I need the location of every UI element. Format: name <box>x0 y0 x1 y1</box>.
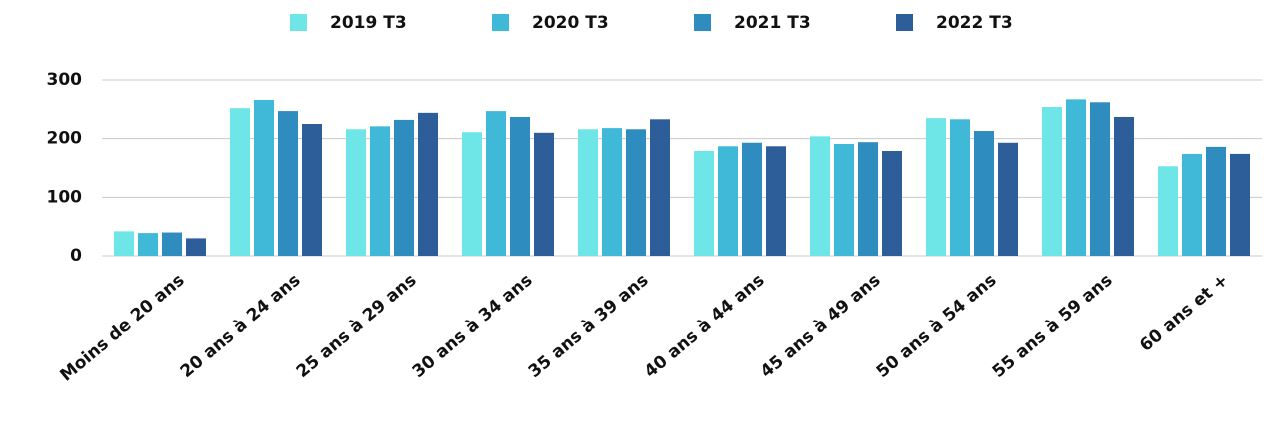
bar <box>858 142 878 256</box>
bar <box>626 129 646 256</box>
bar <box>694 151 714 256</box>
bar <box>882 151 902 256</box>
bar <box>742 143 762 256</box>
x-tick-label: 25 ans à 29 ans <box>293 270 421 382</box>
y-tick-label: 200 <box>47 129 83 149</box>
x-tick-label: 30 ans à 34 ans <box>409 270 537 382</box>
legend-swatch <box>694 14 711 31</box>
legend-swatch <box>492 14 509 31</box>
bar <box>510 117 530 256</box>
bar <box>1206 147 1226 256</box>
bar <box>974 131 994 256</box>
y-tick-label: 100 <box>47 187 83 207</box>
x-tick-label: 35 ans à 39 ans <box>525 270 653 382</box>
bar <box>1158 166 1178 256</box>
x-tick-label: 60 ans et + <box>1136 270 1232 355</box>
legend-swatch <box>896 14 913 31</box>
bar <box>278 111 298 256</box>
legend-label: 2022 T3 <box>936 13 1013 33</box>
bar <box>950 119 970 256</box>
bar <box>718 146 738 256</box>
bar <box>998 143 1018 256</box>
bar <box>578 129 598 256</box>
y-tick-label: 300 <box>47 70 83 90</box>
x-tick-label: 20 ans à 24 ans <box>177 270 305 382</box>
bar <box>766 146 786 256</box>
bar <box>602 128 622 256</box>
bar <box>138 233 158 256</box>
x-tick-label: 40 ans à 44 ans <box>641 270 769 382</box>
bar <box>254 100 274 256</box>
y-tick-label: 0 <box>70 246 82 266</box>
bar <box>810 136 830 256</box>
bar <box>650 119 670 256</box>
bar <box>1066 99 1086 256</box>
bar <box>1114 117 1134 256</box>
legend-label: 2019 T3 <box>330 13 407 33</box>
x-tick-label: 55 ans à 59 ans <box>989 270 1117 382</box>
x-tick-label: 50 ans à 54 ans <box>873 270 1001 382</box>
bar <box>1230 154 1250 256</box>
bar <box>462 132 482 256</box>
bar <box>418 113 438 256</box>
bar <box>834 144 854 256</box>
legend-swatch <box>290 14 307 31</box>
bar <box>394 120 414 256</box>
bar <box>230 108 250 256</box>
legend-label: 2020 T3 <box>532 13 609 33</box>
legend-label: 2021 T3 <box>734 13 811 33</box>
bar <box>346 129 366 256</box>
x-tick-label: Moins de 20 ans <box>56 270 188 385</box>
bar <box>1042 107 1062 256</box>
bar <box>186 238 206 256</box>
bar <box>534 133 554 256</box>
x-tick-label: 45 ans à 49 ans <box>757 270 885 382</box>
chart: 0 100 200 300 2019 T3 2020 T3 2021 T3 2022 T3 Mo… <box>0 0 1273 434</box>
bar <box>1182 154 1202 256</box>
bar <box>114 231 134 256</box>
bar <box>486 111 506 256</box>
bar <box>1090 102 1110 256</box>
bar <box>370 126 390 256</box>
bar <box>926 118 946 256</box>
bar <box>302 124 322 256</box>
bar <box>162 233 182 256</box>
